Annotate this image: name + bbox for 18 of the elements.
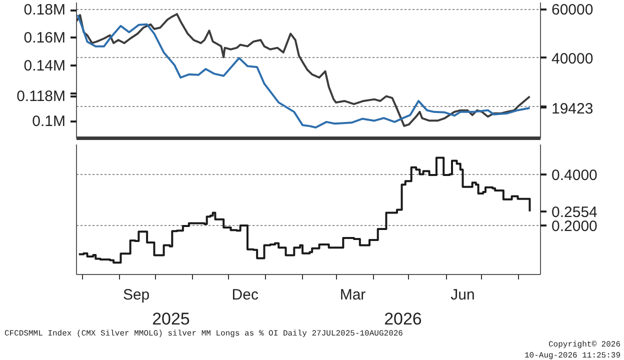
data-label: 19423 — [552, 100, 594, 118]
x-tick-label: Dec — [232, 286, 259, 304]
y2-tick-label: 40000 — [552, 50, 594, 68]
text: 2025 — [152, 310, 190, 328]
x-tick-label: Sep — [122, 286, 150, 304]
y-tick-label: 0.16M — [24, 29, 66, 46]
y2-tick-label: 60000 — [552, 2, 594, 19]
y-tick-label: 0.1M — [32, 113, 66, 130]
y-tick-label: 0.14M — [24, 57, 66, 74]
text: 10-Aug-2026 11:25:39 — [524, 352, 621, 360]
x-tick-label: Mar — [340, 286, 366, 304]
x-tick-label: Jun — [450, 286, 475, 304]
y2-tick-label: 0.4000 — [552, 167, 598, 184]
text: 2026 — [384, 310, 422, 328]
y-tick-label: 0.118M — [16, 88, 66, 106]
y-tick-label: 0.18M — [24, 2, 66, 19]
text: Copyright© 2026 — [548, 340, 621, 350]
text: CFCDSMML Index (CMX Silver MMOLG) silver MM Longs as % OI Daily 27JUL2025-10AUG2026 — [4, 330, 404, 338]
